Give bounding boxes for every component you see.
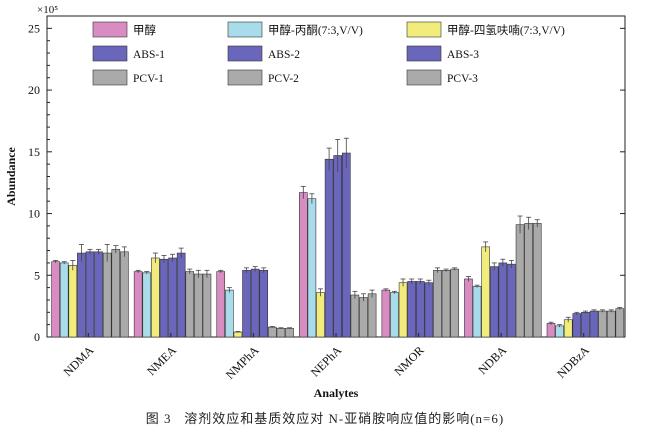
bar <box>359 297 368 338</box>
y-tick-label: 15 <box>28 145 40 159</box>
legend-swatch <box>227 69 263 86</box>
bar <box>589 310 599 338</box>
bar <box>532 223 542 338</box>
bar <box>120 251 129 338</box>
bar <box>472 286 482 338</box>
bar <box>398 282 408 338</box>
legend-label: PCV-1 <box>133 73 164 85</box>
legend-label: PCV-3 <box>447 73 478 85</box>
bar <box>563 319 573 338</box>
legend-swatch <box>227 21 263 38</box>
legend-label: 甲醇-四氢呋喃(7:3,V/V) <box>447 23 565 37</box>
legend-swatch <box>92 45 128 62</box>
bar <box>341 152 351 338</box>
bar <box>546 323 556 338</box>
y-tick-label: 25 <box>28 21 40 35</box>
bar <box>498 262 508 338</box>
bar <box>242 270 251 338</box>
bar <box>151 257 160 338</box>
x-tick-label: NDBzA <box>554 343 592 381</box>
y-tick-label: 5 <box>34 268 40 282</box>
bar-chart: 0 5 10 15 20 25 ×10⁵ Abundance NDMA NMEA NMPhA NEPh… <box>4 4 626 400</box>
bar <box>555 325 564 338</box>
legend-swatch <box>406 69 442 86</box>
legend-label: ABS-2 <box>268 49 300 61</box>
bar <box>285 328 294 338</box>
bar <box>381 289 391 338</box>
x-tick-label: NEPhA <box>308 343 345 380</box>
y-tick-label: 20 <box>28 83 40 97</box>
bar <box>415 281 425 338</box>
bar <box>133 271 143 338</box>
bar <box>350 294 360 338</box>
bar <box>464 278 473 338</box>
bar <box>159 258 169 338</box>
bar <box>233 331 243 338</box>
bar <box>194 273 203 338</box>
bar <box>598 310 607 338</box>
bar <box>59 262 69 338</box>
bar <box>316 292 325 338</box>
legend-label: ABS-1 <box>133 49 165 61</box>
x-tick-label: NMEA <box>144 343 179 378</box>
bar <box>225 289 234 338</box>
bar <box>68 265 78 338</box>
bar <box>324 158 334 338</box>
bar <box>390 292 399 338</box>
bar <box>507 263 516 338</box>
bar <box>481 246 490 338</box>
bar <box>185 271 195 338</box>
bar <box>581 312 590 338</box>
y-tick-label: 10 <box>28 207 40 221</box>
bar <box>250 268 260 338</box>
y-tick-label: 0 <box>34 330 40 344</box>
bar <box>333 155 343 338</box>
bar <box>407 281 416 338</box>
bar <box>441 270 451 338</box>
x-tick-label: NDMA <box>61 343 97 379</box>
bar <box>216 271 226 338</box>
bar <box>111 249 121 338</box>
bar <box>168 257 177 338</box>
bar <box>307 198 317 338</box>
bar <box>202 273 212 338</box>
bar <box>77 252 86 338</box>
bar <box>615 308 625 338</box>
legend-swatch <box>406 45 442 62</box>
bar <box>524 223 533 338</box>
bar <box>298 192 308 338</box>
y-axis-label: Abundance <box>4 146 18 205</box>
bar <box>268 326 277 338</box>
bar <box>85 251 95 338</box>
bar <box>94 251 103 338</box>
bar <box>367 293 377 338</box>
legend-swatch <box>406 21 442 38</box>
bar <box>515 224 525 338</box>
legend-label: 甲醇-丙酮(7:3,V/V) <box>268 23 363 37</box>
x-tick-label: NMOR <box>391 343 426 378</box>
x-tick-label: NMPhA <box>223 343 262 382</box>
bar <box>142 272 152 338</box>
bar <box>176 252 186 338</box>
bar <box>433 270 442 338</box>
x-tick-label: NDBA <box>475 343 509 377</box>
figure-caption: 图 3 溶剂效应和基质效应对 N-亚硝胺响应值的影响(n=6) <box>145 411 505 426</box>
bar <box>424 282 434 338</box>
x-axis-label: Analytes <box>314 386 359 400</box>
bar <box>276 328 286 338</box>
legend-swatch <box>92 69 128 86</box>
bar <box>572 313 582 338</box>
legend-label: PCV-2 <box>268 73 299 85</box>
bar <box>51 261 60 338</box>
bar <box>606 310 616 338</box>
y-exponent-label: ×10⁵ <box>37 4 58 16</box>
bar <box>489 266 499 338</box>
bar <box>102 252 112 338</box>
bar <box>450 268 459 338</box>
legend-swatch <box>227 45 263 62</box>
legend-label: ABS-3 <box>447 49 479 61</box>
legend-label: 甲醇 <box>133 23 156 37</box>
legend-swatch <box>92 21 128 38</box>
bar <box>259 270 269 338</box>
